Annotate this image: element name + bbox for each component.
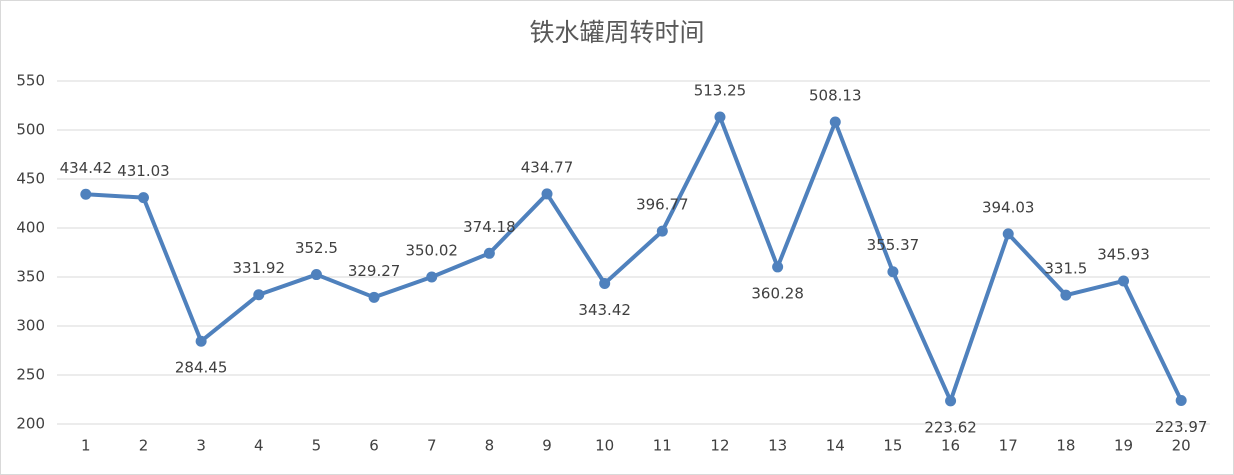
data-label: 508.13 bbox=[809, 87, 862, 105]
data-point bbox=[310, 269, 322, 281]
x-tick-label: 4 bbox=[254, 437, 264, 455]
y-tick-label: 200 bbox=[16, 415, 45, 433]
x-tick-label: 14 bbox=[826, 437, 845, 455]
data-label: 431.03 bbox=[117, 162, 170, 180]
data-label: 434.42 bbox=[60, 159, 113, 177]
x-tick-label: 13 bbox=[768, 437, 787, 455]
data-label: 329.27 bbox=[348, 262, 401, 280]
data-point bbox=[599, 277, 611, 289]
data-label: 343.42 bbox=[578, 301, 631, 319]
y-tick-label: 350 bbox=[16, 268, 45, 286]
x-tick-label: 12 bbox=[710, 437, 729, 455]
chart-title: 铁水罐周转时间 bbox=[529, 18, 704, 47]
data-label: 355.37 bbox=[867, 236, 920, 254]
y-tick-label: 500 bbox=[16, 121, 45, 139]
data-point bbox=[1002, 228, 1014, 240]
x-tick-label: 16 bbox=[941, 437, 960, 455]
data-point bbox=[426, 271, 438, 283]
data-point bbox=[253, 289, 265, 301]
y-tick-label: 450 bbox=[16, 170, 45, 188]
x-tick-label: 17 bbox=[999, 437, 1018, 455]
data-label: 360.28 bbox=[751, 284, 804, 302]
data-point bbox=[656, 225, 668, 237]
data-label: 513.25 bbox=[694, 82, 747, 100]
x-tick-label: 20 bbox=[1172, 437, 1191, 455]
data-label: 331.92 bbox=[233, 259, 286, 277]
y-tick-label: 550 bbox=[16, 72, 45, 90]
data-point bbox=[1175, 395, 1187, 407]
data-point bbox=[80, 188, 92, 200]
data-point bbox=[368, 291, 380, 303]
data-point bbox=[714, 111, 726, 123]
x-tick-label: 18 bbox=[1056, 437, 1075, 455]
data-point bbox=[1060, 289, 1072, 301]
data-label: 223.62 bbox=[924, 418, 977, 436]
data-point bbox=[541, 188, 553, 200]
data-label: 350.02 bbox=[405, 241, 458, 259]
x-tick-label: 10 bbox=[595, 437, 614, 455]
data-label: 352.5 bbox=[295, 239, 338, 257]
series-line bbox=[85, 115, 1183, 403]
data-point bbox=[195, 335, 207, 347]
x-tick-label: 3 bbox=[196, 437, 206, 455]
x-tick-label: 9 bbox=[542, 437, 552, 455]
x-tick-label: 1 bbox=[81, 437, 91, 455]
x-tick-label: 2 bbox=[139, 437, 149, 455]
data-point bbox=[829, 116, 841, 128]
data-label: 396.77 bbox=[636, 196, 689, 214]
data-label: 284.45 bbox=[175, 359, 228, 377]
data-point bbox=[1118, 275, 1130, 287]
data-label: 331.5 bbox=[1044, 260, 1087, 278]
data-label: 223.97 bbox=[1155, 418, 1208, 436]
data-label: 434.77 bbox=[521, 158, 574, 176]
x-tick-label: 6 bbox=[369, 437, 379, 455]
x-tick-label: 11 bbox=[653, 437, 672, 455]
data-point bbox=[137, 192, 149, 204]
data-point bbox=[772, 261, 784, 273]
data-point bbox=[483, 247, 495, 259]
data-point bbox=[945, 395, 957, 407]
data-label: 345.93 bbox=[1097, 245, 1150, 263]
x-tick-label: 7 bbox=[427, 437, 437, 455]
data-label: 394.03 bbox=[982, 198, 1035, 216]
x-tick-label: 5 bbox=[312, 437, 322, 455]
y-tick-label: 300 bbox=[16, 317, 45, 335]
x-tick-label: 15 bbox=[883, 437, 902, 455]
data-label: 374.18 bbox=[463, 218, 516, 236]
x-tick-label: 8 bbox=[485, 437, 495, 455]
y-tick-label: 400 bbox=[16, 219, 45, 237]
data-point bbox=[887, 266, 899, 278]
y-tick-label: 250 bbox=[16, 366, 45, 384]
x-tick-label: 19 bbox=[1114, 437, 1133, 455]
